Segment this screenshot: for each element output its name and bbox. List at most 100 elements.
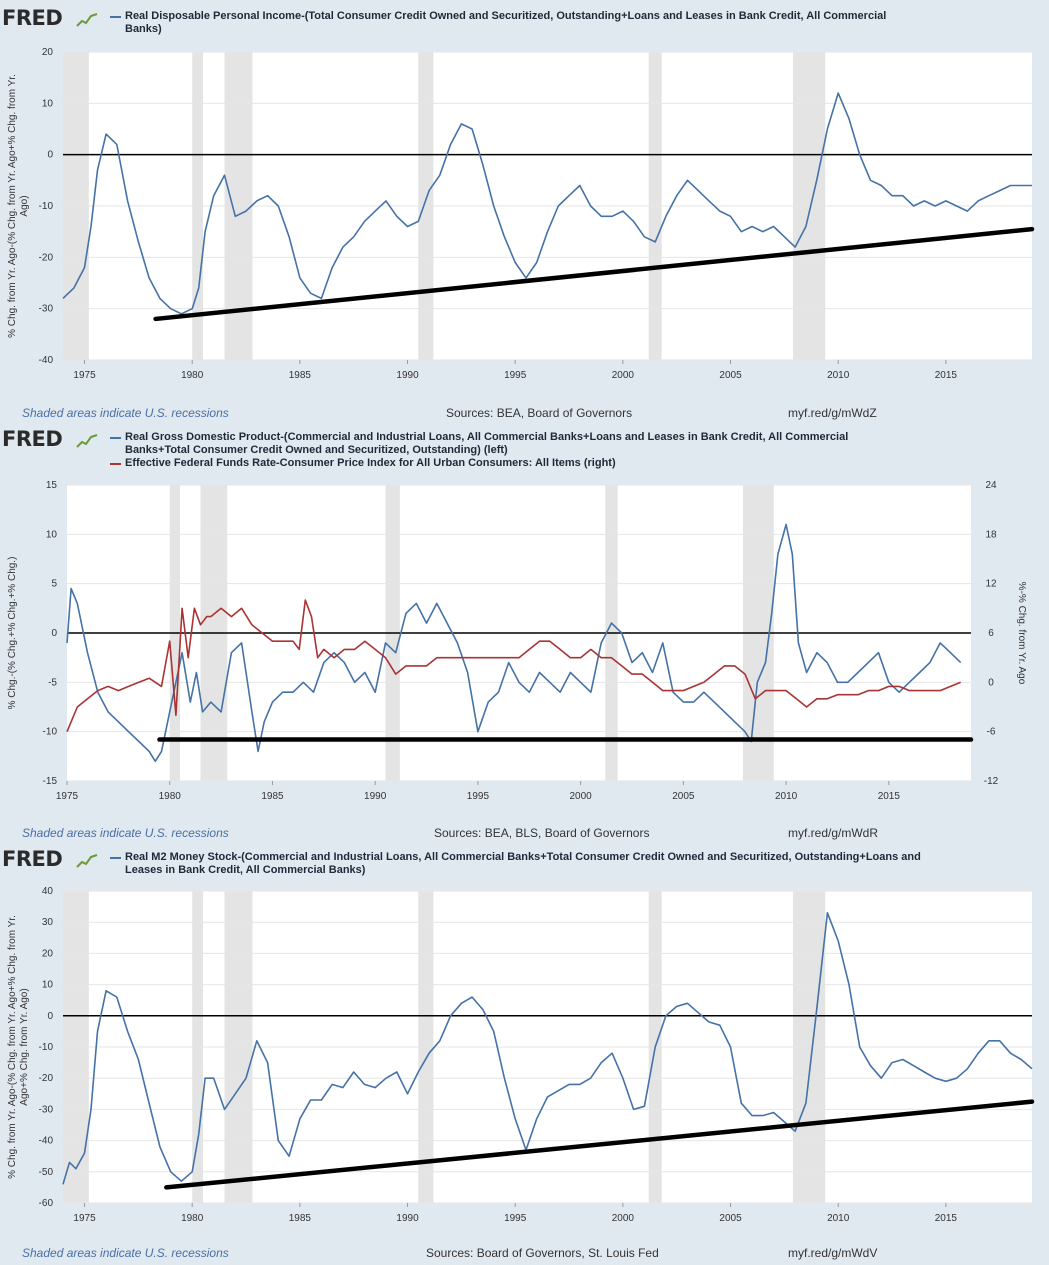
x-tick-label: 1995 bbox=[504, 370, 527, 381]
recession-note: Shaded areas indicate U.S. recessions bbox=[22, 406, 229, 420]
x-tick-label: 1990 bbox=[396, 1213, 419, 1224]
y2-tick-label: 24 bbox=[985, 480, 997, 491]
series-line bbox=[62, 92, 1032, 315]
fred-logo[interactable]: FRED bbox=[2, 427, 63, 451]
chart-legend-3: Real M2 Money Stock-(Commercial and Indu… bbox=[110, 851, 970, 877]
recession-note: Shaded areas indicate U.S. recessions bbox=[22, 1246, 229, 1260]
y-tick-label: 0 bbox=[47, 150, 53, 161]
x-tick-label: 1975 bbox=[56, 791, 79, 802]
sparkline-icon bbox=[76, 12, 98, 28]
x-tick-label: 1995 bbox=[504, 1213, 527, 1224]
series-line bbox=[66, 523, 962, 763]
x-tick-label: 2000 bbox=[570, 791, 593, 802]
x-tick-label: 1985 bbox=[289, 370, 312, 381]
y-tick-label: -15 bbox=[43, 776, 58, 787]
y2-tick-label: 6 bbox=[988, 628, 994, 639]
y-tick-label: -10 bbox=[43, 727, 58, 738]
fred-logo-text: FRED bbox=[2, 427, 63, 451]
fred-logo-text: FRED bbox=[2, 6, 63, 30]
y-tick-label: -10 bbox=[39, 1042, 54, 1053]
x-tick-label: 2000 bbox=[612, 1213, 635, 1224]
x-tick-label: 1995 bbox=[467, 791, 490, 802]
x-tick-label: 2015 bbox=[878, 791, 901, 802]
y2-tick-label: 12 bbox=[985, 579, 997, 590]
legend-label: Leases in Bank Credit, All Commercial Ba… bbox=[125, 864, 366, 876]
x-tick-label: 2015 bbox=[935, 370, 958, 381]
series-line bbox=[62, 911, 1033, 1185]
x-tick-label: 1985 bbox=[289, 1213, 312, 1224]
y-tick-label: -40 bbox=[39, 355, 54, 366]
sources-note: Sources: BEA, Board of Governors bbox=[446, 406, 633, 420]
y2-tick-label: -6 bbox=[987, 727, 996, 738]
x-tick-label: 1985 bbox=[261, 791, 284, 802]
chart-panel-3: FRED Real M2 Money Stock-(Commercial and… bbox=[0, 845, 1049, 1261]
x-tick-label: 1990 bbox=[396, 370, 419, 381]
chart-panel-2: FRED Real Gross Domestic Product-(Commer… bbox=[0, 425, 1049, 845]
legend-label: Banks) bbox=[125, 23, 162, 35]
legend-swatch bbox=[110, 463, 121, 465]
y-axis-label: % Chg. from Yr. Ago-(% Chg. from Yr. Ago… bbox=[7, 74, 18, 338]
x-tick-label: 1975 bbox=[73, 370, 96, 381]
y-tick-label: -60 bbox=[39, 1198, 54, 1209]
x-tick-label: 2005 bbox=[719, 1213, 742, 1224]
fred-logo[interactable]: FRED bbox=[2, 6, 63, 30]
short-url[interactable]: myf.red/g/mWdR bbox=[788, 826, 879, 840]
short-url[interactable]: myf.red/g/mWdV bbox=[788, 1246, 878, 1260]
y2-tick-label: -12 bbox=[984, 776, 999, 787]
y-axis-label: % Chg. from Yr. Ago-(% Chg. from Yr. Ago… bbox=[7, 915, 18, 1179]
x-tick-label: 2005 bbox=[719, 370, 742, 381]
y-axis-label: Ago+% Chg. from Yr. Ago) bbox=[19, 988, 30, 1105]
x-tick-label: 1980 bbox=[159, 791, 182, 802]
x-tick-label: 1990 bbox=[364, 791, 387, 802]
y-tick-label: -30 bbox=[39, 304, 54, 315]
x-tick-label: 1980 bbox=[181, 1213, 204, 1224]
sources-note: Sources: Board of Governors, St. Louis F… bbox=[426, 1246, 659, 1260]
legend-label: Real Disposable Personal Income-(Total C… bbox=[125, 10, 887, 22]
y-tick-label: 10 bbox=[42, 980, 54, 991]
x-tick-label: 2005 bbox=[672, 791, 695, 802]
y-tick-label: 30 bbox=[42, 917, 54, 928]
trendline bbox=[164, 1099, 1035, 1190]
x-tick-label: 2000 bbox=[612, 370, 635, 381]
y2-tick-label: 18 bbox=[985, 529, 997, 540]
series-line bbox=[66, 599, 961, 733]
x-tick-label: 2010 bbox=[827, 370, 850, 381]
legend-label: Effective Federal Funds Rate-Consumer Pr… bbox=[125, 457, 616, 469]
chart-panel-1: FRED Real Disposable Personal Income-(To… bbox=[0, 0, 1049, 425]
y-axis-label: % Chg.-(% Chg.+% Chg.+% Chg.) bbox=[7, 557, 18, 710]
y-tick-label: -20 bbox=[39, 252, 54, 263]
fred-logo[interactable]: FRED bbox=[2, 847, 63, 871]
fred-logo-text: FRED bbox=[2, 847, 63, 871]
legend-swatch bbox=[110, 857, 121, 859]
x-tick-label: 2015 bbox=[935, 1213, 958, 1224]
x-tick-label: 1975 bbox=[73, 1213, 96, 1224]
short-url[interactable]: myf.red/g/mWdZ bbox=[788, 406, 877, 420]
y-tick-label: -5 bbox=[48, 677, 57, 688]
legend-label: Real Gross Domestic Product-(Commercial … bbox=[125, 431, 849, 443]
legend-swatch bbox=[110, 437, 121, 439]
y-tick-label: 10 bbox=[42, 98, 54, 109]
sparkline-icon bbox=[76, 433, 98, 449]
x-tick-label: 1980 bbox=[181, 370, 204, 381]
y-tick-label: 10 bbox=[46, 529, 58, 540]
sources-note: Sources: BEA, BLS, Board of Governors bbox=[434, 826, 650, 840]
y2-axis-label: %-% Chg. from Yr. Ago bbox=[1016, 582, 1027, 685]
y-tick-label: 15 bbox=[46, 480, 58, 491]
legend-label: Real M2 Money Stock-(Commercial and Indu… bbox=[125, 851, 921, 863]
line-chart-2[interactable]: 15 10 5 0 -5 -10 -15 24 18 12 6 0 -6 -12 1975 1980 1985 1… bbox=[0, 475, 1049, 855]
legend-label: Banks+Total Consumer Credit Owned and Se… bbox=[125, 444, 508, 456]
x-tick-label: 2010 bbox=[775, 791, 798, 802]
y-tick-label: 20 bbox=[42, 47, 54, 58]
chart-legend-2: Real Gross Domestic Product-(Commercial … bbox=[110, 431, 970, 470]
y2-tick-label: 0 bbox=[988, 677, 994, 688]
recession-note: Shaded areas indicate U.S. recessions bbox=[22, 826, 229, 840]
chart-legend-1: Real Disposable Personal Income-(Total C… bbox=[110, 10, 970, 36]
y-tick-label: 20 bbox=[42, 948, 54, 959]
y-tick-label: 5 bbox=[51, 579, 57, 590]
y-tick-label: 0 bbox=[47, 1011, 53, 1022]
y-tick-label: -50 bbox=[39, 1167, 54, 1178]
legend-swatch bbox=[110, 16, 121, 18]
y-axis-label: Ago) bbox=[19, 195, 30, 216]
